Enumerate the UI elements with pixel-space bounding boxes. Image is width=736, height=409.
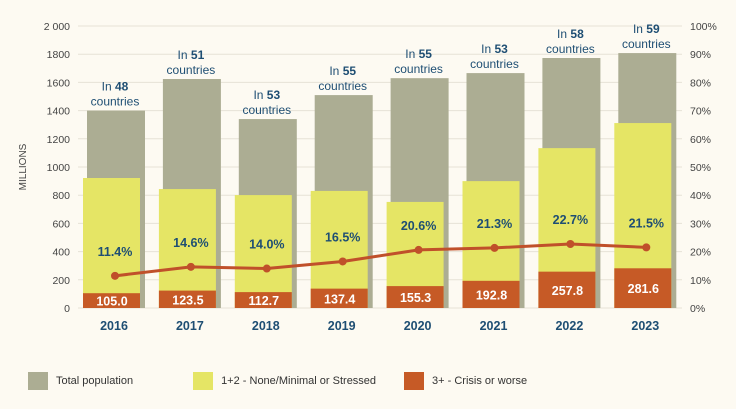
line-point xyxy=(566,239,575,248)
y-tick-label: 600 xyxy=(52,218,70,230)
bar-stressed xyxy=(310,190,368,308)
y-tick-label: 1800 xyxy=(47,49,71,61)
y2-tick-label: 70% xyxy=(690,106,711,118)
bar-stressed xyxy=(234,195,292,308)
bar-crisis xyxy=(386,286,444,308)
bar-crisis xyxy=(462,280,520,308)
countries-label: countries xyxy=(91,95,140,109)
line-point xyxy=(338,257,347,266)
legend-swatch xyxy=(404,372,425,390)
bar-crisis xyxy=(158,290,216,308)
y2-tick-label: 30% xyxy=(690,218,711,230)
y2-tick-label: 10% xyxy=(690,275,711,287)
bar-crisis xyxy=(538,271,596,308)
crisis-value-label: 281.6 xyxy=(628,282,659,296)
x-tick-label: 2019 xyxy=(328,319,356,333)
share-value-label: 14.0% xyxy=(249,238,284,252)
share-value-label: 14.6% xyxy=(173,236,208,250)
legend-label: 3+ - Crisis or worse xyxy=(432,375,528,387)
country-count-label: In 53 xyxy=(481,42,508,56)
countries-label: countries xyxy=(546,42,595,56)
bar-crisis xyxy=(614,268,672,308)
country-count-label: In 58 xyxy=(557,27,584,41)
countries-label: countries xyxy=(318,79,367,93)
y2-tick-label: 90% xyxy=(690,49,711,61)
crisis-value-label: 123.5 xyxy=(172,293,203,307)
crisis-value-label: 137.4 xyxy=(324,292,355,306)
line-point xyxy=(490,243,499,252)
line-point xyxy=(186,262,195,271)
legend-swatch xyxy=(28,372,48,390)
chart: 0 0% 200 10% 400 20% 600 30% 800 40% 1000 50% 1200 60… xyxy=(18,21,717,333)
countries-label: countries xyxy=(242,103,291,117)
country-count-label: In 53 xyxy=(253,88,280,102)
share-value-label: 20.6% xyxy=(401,219,436,233)
y-tick-label: 400 xyxy=(52,247,70,259)
x-tick-label: 2016 xyxy=(100,319,128,333)
y-tick-label: 0 xyxy=(64,303,70,315)
legend-swatch xyxy=(193,372,214,390)
line-point xyxy=(414,245,423,254)
y-tick-label: 200 xyxy=(52,275,70,287)
y2-tick-label: 50% xyxy=(690,162,711,174)
y-tick-label: 2 000 xyxy=(44,21,70,33)
legend-item-crisis: 3+ - Crisis or worse xyxy=(404,372,527,390)
y2-tick-label: 20% xyxy=(690,247,711,259)
x-tick-label: 2018 xyxy=(252,319,280,333)
bar-crisis xyxy=(234,292,292,308)
y2-tick-label: 40% xyxy=(690,190,711,202)
crisis-value-label: 257.8 xyxy=(552,284,583,298)
country-count-label: In 55 xyxy=(329,64,356,78)
share-value-label: 21.5% xyxy=(629,216,664,230)
legend-item-total: Total population xyxy=(28,372,133,390)
x-tick-label: 2021 xyxy=(480,319,508,333)
share-value-label: 21.3% xyxy=(477,217,512,231)
share-value-label: 11.4% xyxy=(98,245,133,259)
country-count-label: In 55 xyxy=(405,47,432,61)
bar-crisis xyxy=(310,288,368,308)
country-count-label: In 48 xyxy=(102,80,129,94)
crisis-value-label: 192.8 xyxy=(476,288,507,302)
y2-tick-label: 0% xyxy=(690,303,705,315)
share-value-label: 22.7% xyxy=(553,213,588,227)
countries-label: countries xyxy=(622,37,671,51)
legend-label: Total population xyxy=(56,375,134,387)
share-value-label: 16.5% xyxy=(325,230,360,244)
countries-label: countries xyxy=(470,57,519,71)
line-point xyxy=(642,243,651,252)
y-tick-label: 1400 xyxy=(47,106,71,118)
y-tick-label: 1200 xyxy=(47,134,71,146)
y2-tick-label: 60% xyxy=(690,134,711,146)
x-tick-label: 2023 xyxy=(631,319,659,333)
legend: Total population 1+2 - None/Minimal or S… xyxy=(28,372,555,390)
line-point xyxy=(111,271,119,280)
countries-label: countries xyxy=(167,63,216,77)
y2-tick-label: 80% xyxy=(690,77,711,89)
crisis-value-label: 112.7 xyxy=(249,294,280,308)
x-tick-label: 2020 xyxy=(404,319,432,333)
bar-crisis xyxy=(83,293,140,308)
x-tick-label: 2017 xyxy=(176,319,204,333)
bar-stressed xyxy=(158,189,216,308)
crisis-value-label: 155.3 xyxy=(400,291,431,305)
line-crisis-share xyxy=(114,242,647,278)
legend-item-stressed: 1+2 - None/Minimal or Stressed xyxy=(193,372,376,390)
crisis-value-label: 105.0 xyxy=(96,295,127,309)
bar-stressed xyxy=(83,177,140,308)
x-tick-label: 2022 xyxy=(555,319,583,333)
y2-tick-label: 100% xyxy=(690,21,717,33)
y-axis-label: MILLIONS xyxy=(18,143,29,190)
countries-label: countries xyxy=(394,62,443,76)
y-tick-label: 1000 xyxy=(47,162,71,174)
line-point xyxy=(262,264,271,273)
y-tick-label: 1600 xyxy=(47,77,71,89)
country-count-label: In 51 xyxy=(178,48,205,62)
legend-label: 1+2 - None/Minimal or Stressed xyxy=(221,375,377,387)
country-count-label: In 59 xyxy=(633,22,660,36)
y-tick-label: 800 xyxy=(52,190,70,202)
